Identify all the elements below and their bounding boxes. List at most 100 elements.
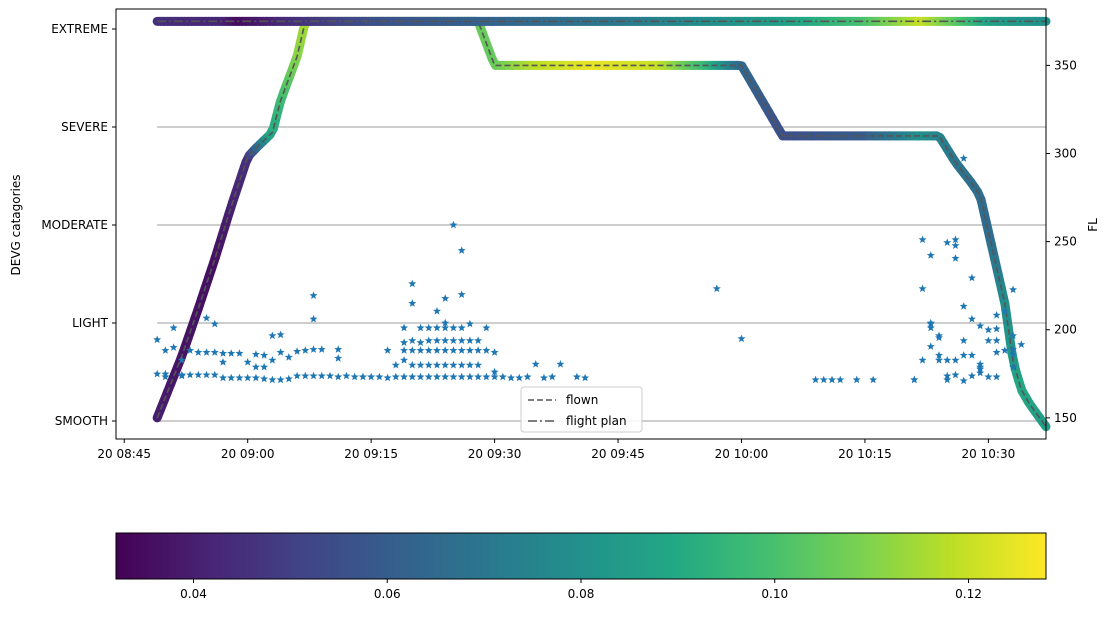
devg-marker xyxy=(408,346,416,354)
devg-marker xyxy=(408,373,416,381)
devg-marker xyxy=(252,363,260,371)
devg-marker xyxy=(984,373,992,381)
devg-marker xyxy=(433,336,441,344)
devg-marker xyxy=(417,324,425,332)
devg-marker xyxy=(433,307,441,315)
devg-marker xyxy=(392,361,400,369)
devg-marker xyxy=(211,348,219,356)
devg-marker xyxy=(268,376,276,384)
devg-marker xyxy=(408,280,416,288)
x-tick-label: 20 10:30 xyxy=(962,447,1016,461)
devg-marker xyxy=(968,372,976,380)
devg-marker xyxy=(919,236,927,244)
devg-marker xyxy=(293,372,301,380)
x-tick-label: 20 09:00 xyxy=(221,447,275,461)
devg-marker xyxy=(738,335,746,343)
devg-marker xyxy=(219,358,227,366)
devg-marker xyxy=(400,324,408,332)
devg-marker xyxy=(952,241,960,249)
x-tick-label: 20 10:00 xyxy=(715,447,769,461)
devg-marker xyxy=(466,373,474,381)
devg-marker xyxy=(425,373,433,381)
devg-marker xyxy=(458,373,466,381)
devg-marker xyxy=(532,360,540,368)
right-tick-label: 200 xyxy=(1054,323,1077,337)
legend-plan-label: flight plan xyxy=(566,414,627,428)
devg-marker xyxy=(252,350,260,358)
devg-marker xyxy=(836,376,844,384)
devg-marker xyxy=(433,361,441,369)
devg-marker xyxy=(219,349,227,357)
devg-marker xyxy=(310,345,318,353)
devg-marker xyxy=(219,374,227,382)
devg-marker xyxy=(441,324,449,332)
devg-marker xyxy=(227,349,235,357)
devg-marker xyxy=(491,348,499,356)
devg-marker xyxy=(458,361,466,369)
devg-marker xyxy=(244,374,252,382)
devg-marker xyxy=(952,356,960,364)
devg-marker xyxy=(211,371,219,379)
colorbar-tick-label: 0.12 xyxy=(955,587,982,601)
devg-marker xyxy=(367,373,375,381)
right-tick-label: 350 xyxy=(1054,58,1077,72)
colorbar-tick-label: 0.08 xyxy=(568,587,595,601)
devg-marker xyxy=(408,299,416,307)
x-tick-label: 20 09:15 xyxy=(344,447,398,461)
devg-marker xyxy=(441,346,449,354)
devg-marker xyxy=(828,376,836,384)
devg-marker xyxy=(869,376,877,384)
devg-marker xyxy=(491,373,499,381)
devg-markers xyxy=(153,154,1025,384)
devg-marker xyxy=(408,336,416,344)
devg-marker xyxy=(227,374,235,382)
legend-flown-label: flown xyxy=(566,393,598,407)
left-tick-label: SMOOTH xyxy=(55,414,108,428)
devg-marker xyxy=(458,290,466,298)
devg-marker xyxy=(853,376,861,384)
devg-marker xyxy=(984,336,992,344)
devg-marker xyxy=(960,351,968,359)
devg-marker xyxy=(351,373,359,381)
devg-marker xyxy=(458,324,466,332)
devg-marker xyxy=(458,246,466,254)
devg-marker xyxy=(919,285,927,293)
devg-marker xyxy=(277,376,285,384)
devg-marker xyxy=(1009,286,1017,294)
devg-marker xyxy=(417,361,425,369)
devg-marker xyxy=(400,356,408,364)
devg-marker xyxy=(474,361,482,369)
devg-marker xyxy=(960,377,968,385)
devg-marker xyxy=(170,343,178,351)
right-tick-label: 250 xyxy=(1054,235,1077,249)
devg-marker xyxy=(285,375,293,383)
devg-marker xyxy=(277,331,285,339)
devg-marker xyxy=(993,336,1001,344)
devg-marker xyxy=(713,285,721,293)
devg-marker xyxy=(392,373,400,381)
colorbar-tick-label: 0.10 xyxy=(761,587,788,601)
devg-marker xyxy=(260,363,268,371)
left-tick-label: MODERATE xyxy=(41,218,108,232)
devg-marker xyxy=(203,348,211,356)
devg-marker xyxy=(260,351,268,359)
devg-marker xyxy=(236,349,244,357)
right-axis-label: FL xyxy=(1086,218,1100,232)
devg-marker xyxy=(384,346,392,354)
devg-marker xyxy=(466,346,474,354)
devg-marker xyxy=(449,373,457,381)
devg-marker xyxy=(474,336,482,344)
devg-marker xyxy=(449,324,457,332)
devg-marker xyxy=(449,221,457,229)
devg-marker xyxy=(268,356,276,364)
left-tick-label: SEVERE xyxy=(61,120,108,134)
devg-marker xyxy=(417,373,425,381)
devg-marker xyxy=(342,372,350,380)
devg-marker xyxy=(968,351,976,359)
devg-marker xyxy=(548,373,556,381)
devg-marker xyxy=(153,370,161,378)
devg-marker xyxy=(466,320,474,328)
devg-marker xyxy=(458,346,466,354)
